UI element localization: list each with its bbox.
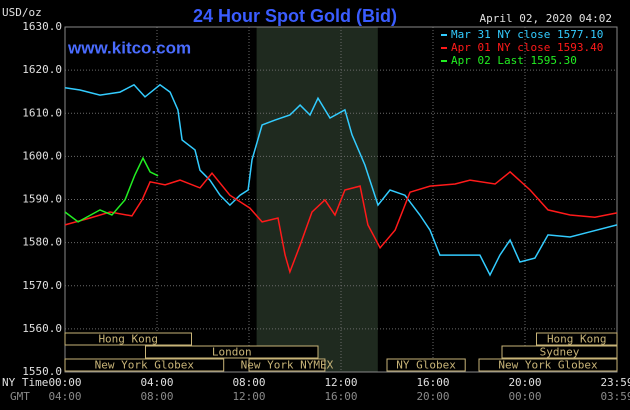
x2-tick-label: 08:00 [140,390,173,403]
x2-tick-label: 20:00 [416,390,449,403]
session-label: Sydney [540,346,580,359]
x-tick-label: 00:00 [48,376,81,389]
legend-label: Apr 01 NY close 1593.40 [451,41,603,54]
session-label: London [212,346,252,359]
x2-tick-label: 00:00 [508,390,541,403]
session-label: Hong Kong [98,333,158,346]
x-tick-label: 12:00 [324,376,357,389]
legend-label: Mar 31 NY close 1577.10 [451,28,603,41]
session-bar [64,358,225,372]
chart-title: 24 Hour Spot Gold (Bid) [193,6,397,26]
y-tick-label: 1580.0 [22,236,62,249]
x2-tick-label: 03:59 [600,390,630,403]
x-row-label: GMT [10,390,30,403]
session-label: New York NYMEX [241,359,334,372]
session-label: New York Globex [498,359,598,372]
session-bar [145,345,319,359]
legend-label: Apr 02 Last 1595.30 [451,54,577,67]
session-bar [501,345,618,359]
x-row-label: NY Time [2,376,48,389]
y-tick-label: 1590.0 [22,193,62,206]
y-tick-label: 1620.0 [22,63,62,76]
x-tick-label: 08:00 [232,376,265,389]
x2-tick-label: 12:00 [232,390,265,403]
y-tick-label: 1570.0 [22,279,62,292]
series-line [64,170,618,275]
x-tick-label: 04:00 [140,376,173,389]
x-tick-label: 23:59 [600,376,630,389]
y-tick-label: 1610.0 [22,106,62,119]
x2-tick-label: 04:00 [48,390,81,403]
y-tick-label: 1560.0 [22,322,62,335]
session-bar [478,358,618,372]
session-bar [64,332,192,346]
series-line [64,156,159,223]
plot-frame [64,26,618,373]
timestamp: April 02, 2020 04:02 [480,12,612,25]
session-label: NY Globex [396,359,456,372]
x-tick-label: 16:00 [416,376,449,389]
y-tick-label: 1600.0 [22,149,62,162]
session-label: New York Globex [95,359,195,372]
y-tick-label: 1630.0 [22,20,62,33]
site-label: www.kitco.com [67,38,191,57]
y-tick-label: 1550.0 [22,365,62,378]
y-unit: USD/oz [2,6,42,19]
session-bar [536,332,618,346]
x2-tick-label: 16:00 [324,390,357,403]
session-bar [386,358,466,372]
series-line [64,83,618,277]
session-label: Hong Kong [547,333,607,346]
x-tick-label: 20:00 [508,376,541,389]
session-bar [248,358,326,372]
